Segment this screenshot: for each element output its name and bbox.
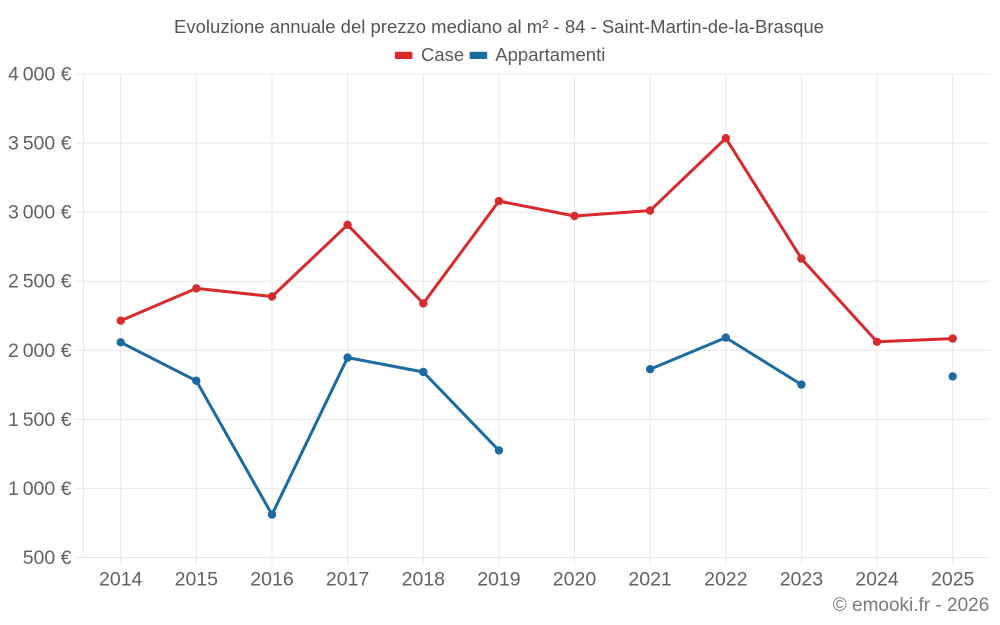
svg-text:2 000 €: 2 000 € xyxy=(8,340,72,362)
svg-text:2017: 2017 xyxy=(326,569,369,591)
svg-text:2016: 2016 xyxy=(250,569,293,591)
svg-text:1 000 €: 1 000 € xyxy=(8,478,72,500)
svg-text:4 000 €: 4 000 € xyxy=(8,64,72,86)
svg-text:Case: Case xyxy=(421,44,464,65)
svg-text:500 €: 500 € xyxy=(23,547,72,569)
svg-text:2021: 2021 xyxy=(628,569,671,591)
svg-text:2018: 2018 xyxy=(402,569,445,591)
svg-text:© emooki.fr - 2026: © emooki.fr - 2026 xyxy=(833,595,990,616)
svg-text:2025: 2025 xyxy=(931,569,975,591)
svg-text:2023: 2023 xyxy=(780,569,823,591)
svg-text:Evoluzione annuale del prezzo: Evoluzione annuale del prezzo mediano al… xyxy=(174,16,824,37)
svg-text:1 500 €: 1 500 € xyxy=(8,409,72,431)
svg-text:2020: 2020 xyxy=(553,569,597,591)
svg-text:3 000 €: 3 000 € xyxy=(8,202,72,224)
svg-text:2024: 2024 xyxy=(855,569,899,591)
svg-text:2 500 €: 2 500 € xyxy=(8,271,72,293)
svg-text:2015: 2015 xyxy=(175,569,219,591)
svg-text:Appartamenti: Appartamenti xyxy=(495,44,605,65)
svg-text:2022: 2022 xyxy=(704,569,747,591)
svg-text:2014: 2014 xyxy=(99,569,143,591)
svg-text:3 500 €: 3 500 € xyxy=(8,133,72,155)
svg-text:2019: 2019 xyxy=(477,569,520,591)
